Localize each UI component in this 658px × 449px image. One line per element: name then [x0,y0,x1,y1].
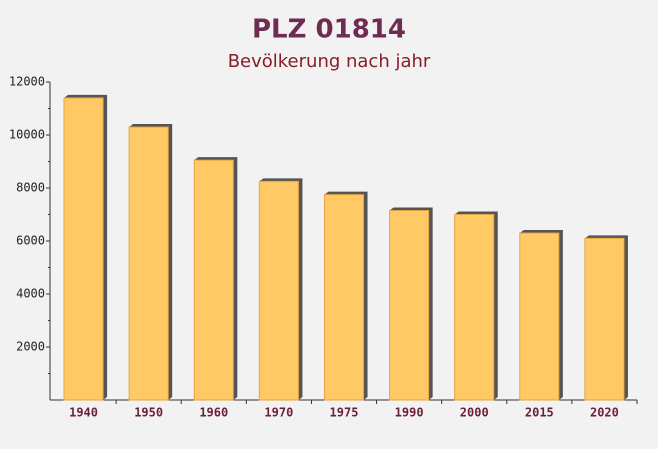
x-tick-label: 2015 [525,406,554,420]
y-tick-label: 12000 [9,75,45,89]
x-tick-label: 1940 [69,406,98,420]
chart-subtitle: Bevölkerung nach jahr [228,51,431,72]
y-tick-label: 2000 [16,340,45,354]
x-tick-label: 1970 [264,406,293,420]
x-tick-label: 2000 [460,406,489,420]
bar [63,97,104,401]
y-tick-label: 10000 [9,128,45,142]
bar [454,214,495,401]
x-tick-label: 1975 [330,406,359,420]
y-tick-label: 6000 [16,234,45,248]
x-tick-label: 1960 [199,406,228,420]
bar [584,237,625,401]
x-tick-label: 1990 [395,406,424,420]
x-tick-label: 1950 [134,406,163,420]
bar [519,232,560,401]
y-tick-label: 8000 [16,181,45,195]
bar [128,126,169,401]
chart-title: PLZ 01814 [252,15,406,45]
bar [193,159,234,401]
bar [258,180,299,401]
bar [323,194,365,401]
y-tick-label: 4000 [16,287,45,301]
x-tick-label: 2020 [590,406,619,420]
bar [389,210,430,401]
